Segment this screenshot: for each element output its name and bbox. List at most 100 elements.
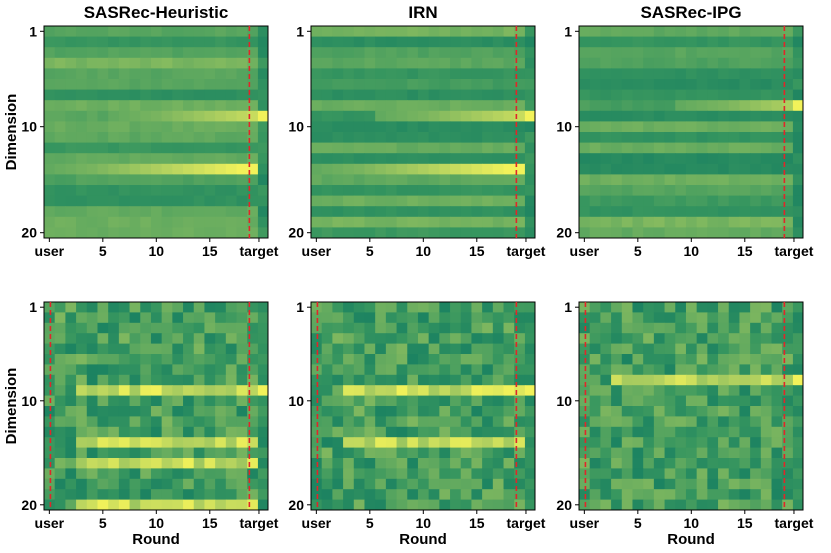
heatmap-cell — [611, 458, 623, 469]
heatmap-cell — [460, 426, 472, 438]
heatmap-cell — [739, 437, 751, 449]
heatmap-cell — [396, 227, 408, 239]
heatmap-cell — [54, 195, 66, 207]
heatmap-cell — [428, 416, 440, 428]
heatmap-cell — [707, 302, 719, 313]
heatmap-cell — [718, 426, 730, 438]
heatmap-cell — [771, 426, 783, 438]
heatmap-cell — [664, 499, 676, 511]
heatmap-cell — [311, 153, 323, 165]
heatmap-cell — [611, 437, 623, 449]
heatmap-cell — [450, 395, 462, 407]
heatmap-cell — [760, 206, 773, 218]
heatmap-cell — [76, 416, 88, 428]
heatmap-cell — [364, 354, 376, 365]
heatmap-cell — [589, 195, 601, 207]
heatmap-cell — [108, 437, 120, 449]
heatmap-cell — [739, 478, 751, 490]
heatmap-cell — [503, 437, 515, 449]
heatmap-cell — [311, 195, 323, 207]
heatmap-cell — [653, 343, 666, 355]
heatmap-cell — [428, 364, 440, 376]
heatmap-cell — [450, 312, 462, 324]
heatmap-cell — [707, 163, 719, 175]
heatmap-cell — [589, 322, 601, 334]
heatmap-cell — [643, 374, 655, 386]
heatmap-cell — [332, 406, 344, 417]
heatmap-cell — [450, 185, 462, 197]
heatmap-cell — [140, 426, 152, 438]
heatmap-cell — [108, 174, 120, 186]
heatmap-cell — [118, 437, 131, 449]
heatmap-cell — [728, 416, 740, 428]
heatmap-target-cell — [792, 142, 803, 154]
heatmap-cell — [204, 121, 216, 133]
heatmap-cell — [183, 68, 195, 80]
heatmap-cell — [750, 447, 762, 459]
heatmap-cell — [140, 57, 152, 69]
heatmap-cell — [97, 354, 109, 365]
heatmap-cell — [707, 185, 719, 197]
heatmap-cell — [311, 333, 323, 345]
heatmap-target-cell — [792, 100, 803, 112]
heatmap-cell — [225, 68, 238, 80]
heatmap-cell — [460, 343, 472, 355]
heatmap-cell — [653, 57, 666, 69]
heatmap-cell — [428, 447, 440, 459]
heatmap-target-cell — [792, 458, 803, 469]
heatmap-cell — [503, 364, 515, 376]
heatmap-cell — [140, 322, 152, 334]
heatmap-target-cell — [257, 468, 268, 480]
heatmap-cell — [579, 47, 591, 59]
heatmap-cell — [492, 195, 505, 207]
heatmap-cell — [707, 447, 719, 459]
heatmap-cell — [118, 174, 131, 186]
heatmap-cell — [215, 364, 227, 376]
heatmap-cell — [236, 354, 248, 365]
heatmap-cell — [236, 100, 248, 112]
heatmap-cell — [771, 416, 783, 428]
heatmap-cell — [503, 206, 515, 218]
heatmap-cell — [129, 216, 141, 228]
heatmap-cell — [129, 364, 141, 376]
heatmap-cell — [450, 142, 462, 154]
heatmap-cell — [728, 447, 740, 459]
heatmap-cell — [311, 174, 323, 186]
heatmap-cell — [492, 416, 505, 428]
heatmap-cell — [750, 26, 762, 38]
heatmap-cell — [728, 216, 740, 228]
heatmap-cell — [375, 447, 387, 459]
heatmap-cell — [579, 195, 591, 207]
heatmap-cell — [150, 322, 163, 334]
heatmap-target-cell — [257, 174, 268, 186]
heatmap-cell — [97, 68, 109, 80]
heatmap-cell — [193, 468, 205, 480]
heatmap-cell — [375, 163, 387, 175]
heatmap-cell — [728, 174, 740, 186]
heatmap-cell — [450, 343, 462, 355]
heatmap-cell — [643, 426, 655, 438]
heatmap-cell — [364, 206, 376, 218]
heatmap-target-cell — [792, 437, 803, 449]
heatmap-cell — [385, 142, 398, 154]
heatmap-cell — [54, 302, 66, 313]
heatmap-cell — [97, 447, 109, 459]
heatmap-cell — [760, 132, 773, 144]
heatmap-cell — [771, 312, 783, 324]
heatmap-cell — [407, 426, 419, 438]
heatmap-cell — [172, 333, 184, 345]
heatmap-cell — [215, 468, 227, 480]
heatmap-cell — [482, 458, 494, 469]
heatmap-cell — [771, 499, 783, 511]
heatmap-cell — [108, 312, 120, 324]
heatmap-cell — [439, 468, 451, 480]
heatmap-cell — [471, 121, 483, 133]
heatmap-cell — [664, 364, 676, 376]
heatmap-cell — [611, 489, 623, 501]
heatmap-target-cell — [524, 89, 535, 101]
heatmap-cell — [247, 163, 259, 175]
heatmap-cell — [492, 89, 505, 101]
heatmap-cell — [450, 478, 462, 490]
heatmap-cell — [375, 47, 387, 59]
heatmap-cell — [193, 478, 205, 490]
